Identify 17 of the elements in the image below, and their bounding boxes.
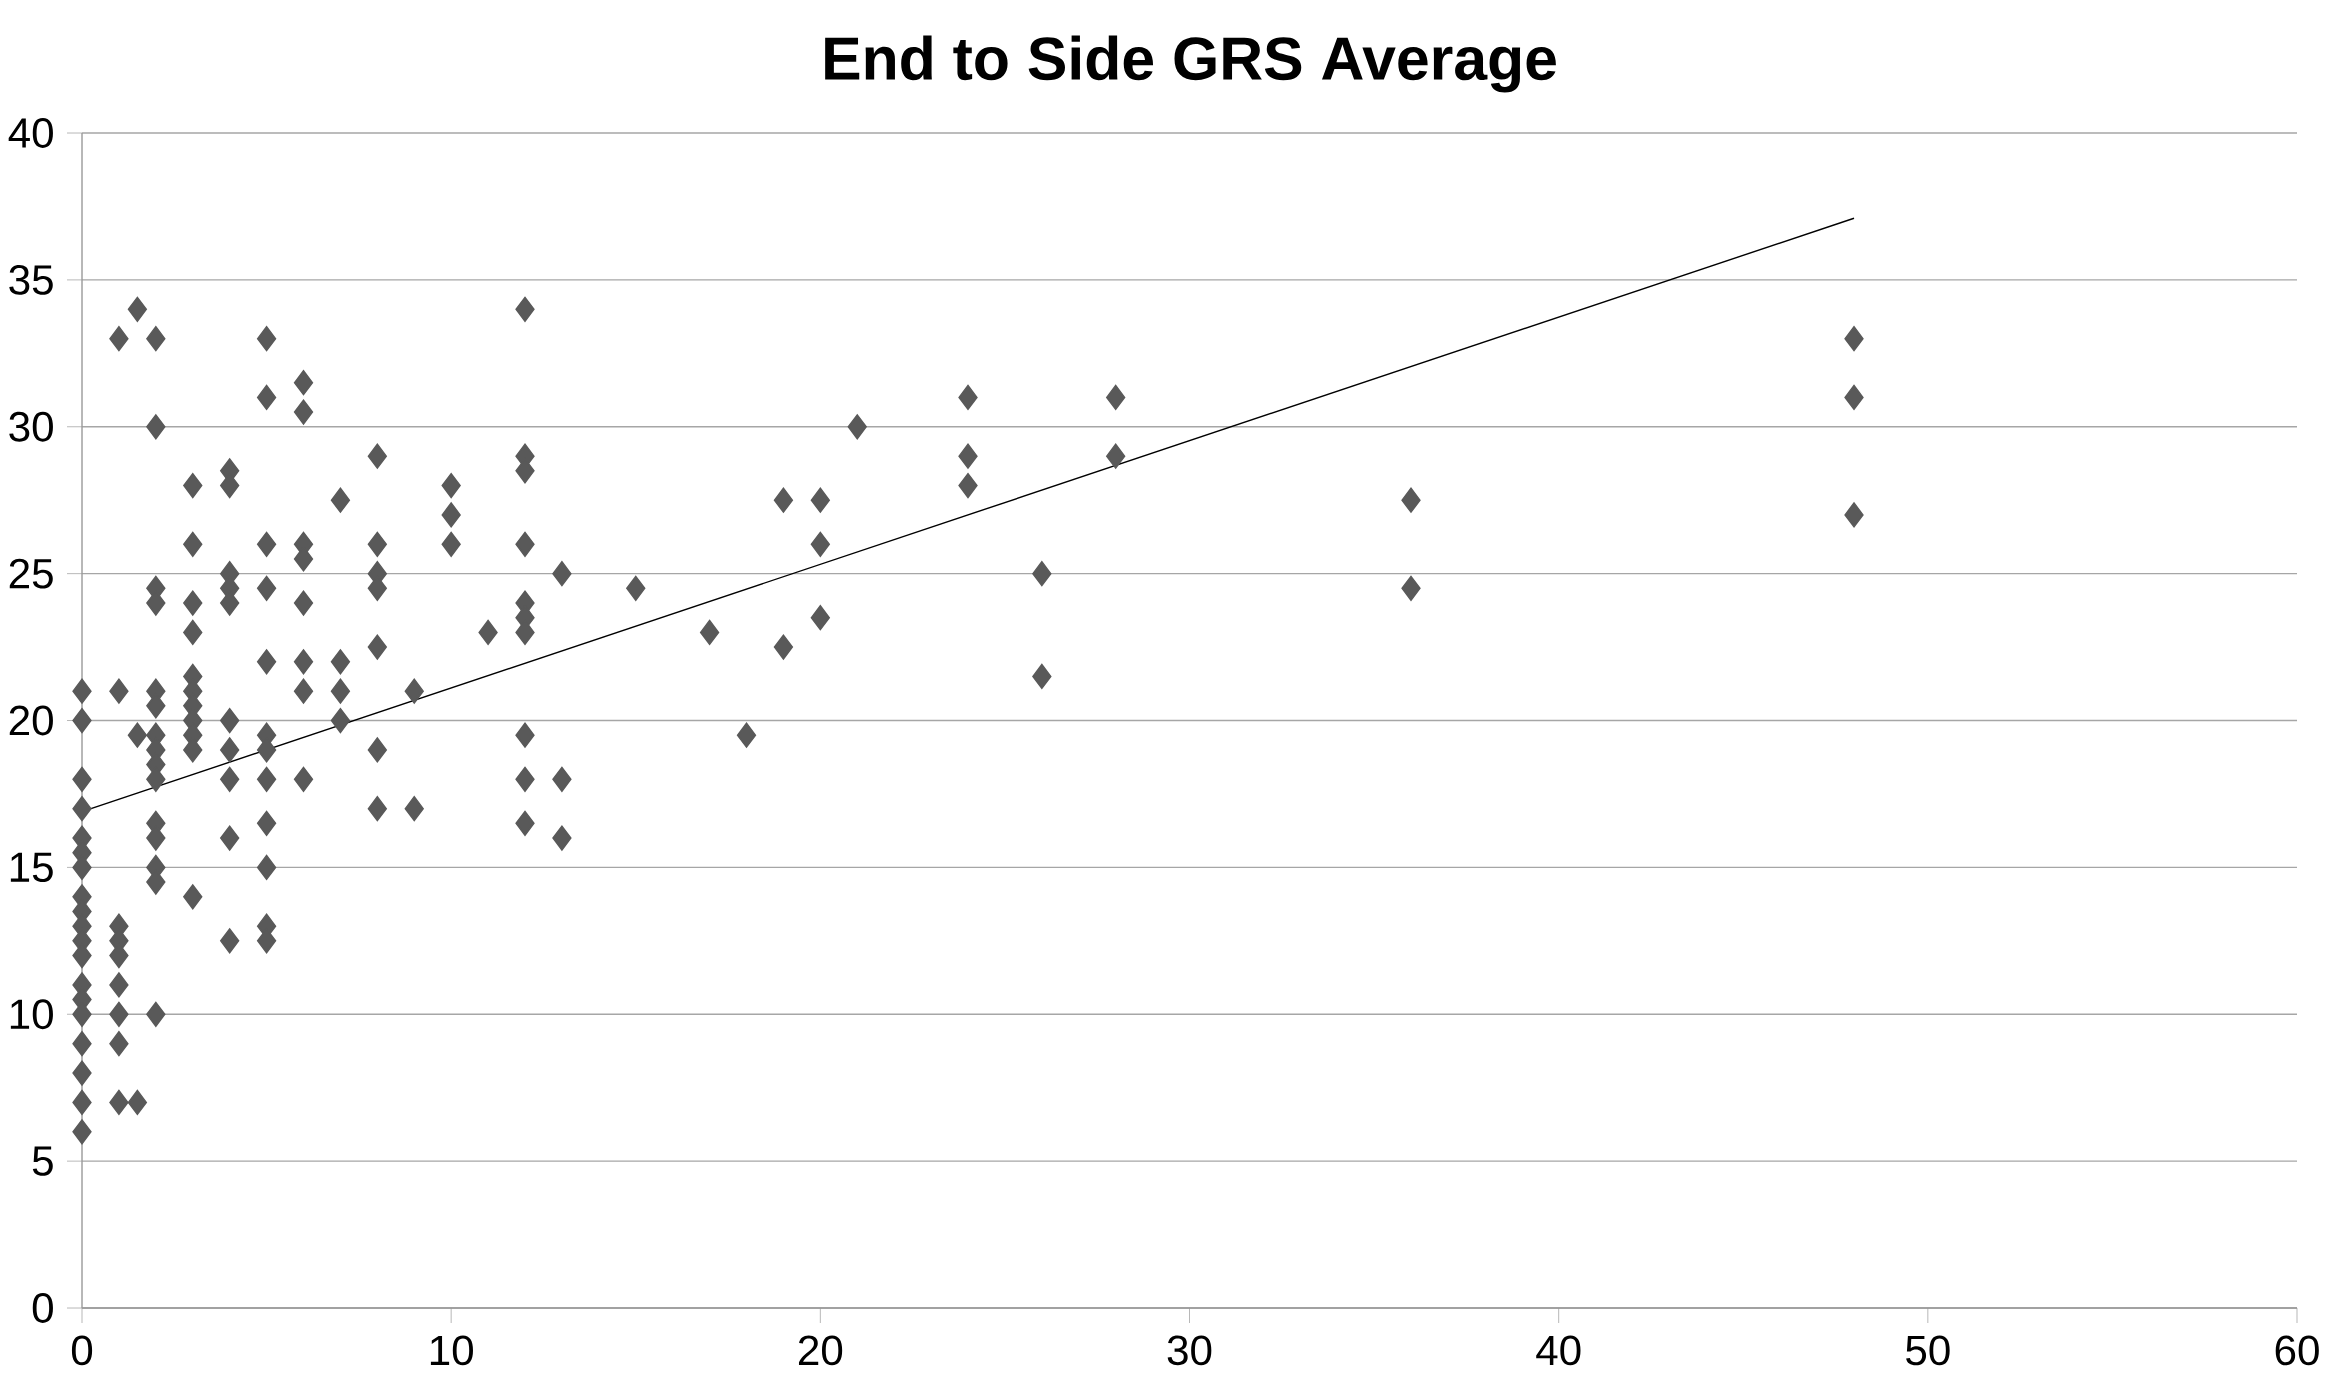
y-tick-label: 0 (32, 1293, 53, 1323)
x-tick-label: 0 (71, 1335, 93, 1366)
x-tick-label: 50 (1906, 1335, 1950, 1366)
x-tick-label: 10 (430, 1335, 473, 1366)
y-tick-label: 40 (8, 118, 53, 148)
y-tick-label: 10 (10, 999, 53, 1030)
x-tick-label: 20 (798, 1335, 843, 1366)
y-tick-label: 5 (32, 1146, 53, 1176)
y-tick-label: 35 (9, 264, 53, 295)
x-tick-label: 60 (2275, 1335, 2319, 1366)
y-tick-label: 25 (9, 558, 53, 589)
x-tick-label: 40 (1536, 1335, 1581, 1366)
y-tick-label: 15 (10, 852, 53, 883)
y-tick-label: 30 (9, 411, 53, 442)
y-tick-label: 20 (9, 705, 53, 736)
chart-title: End to Side GRS Average (825, 35, 1556, 93)
x-tick-label: 30 (1167, 1335, 1212, 1366)
